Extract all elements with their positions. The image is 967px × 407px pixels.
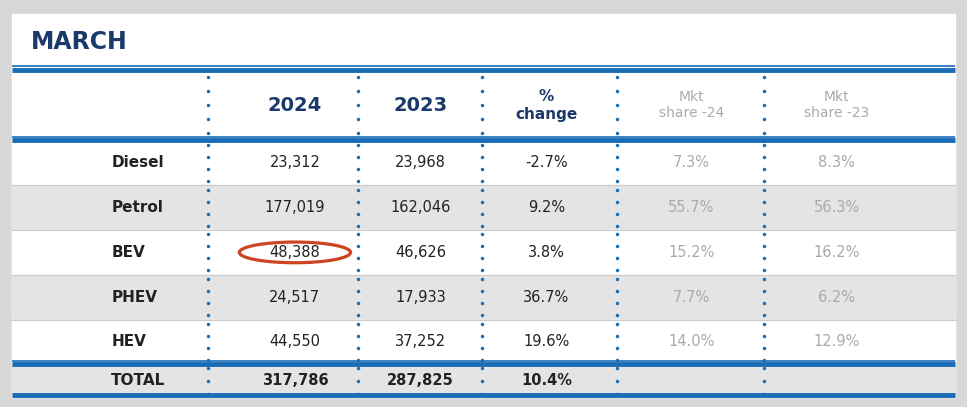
Text: 287,825: 287,825 <box>387 373 454 388</box>
Text: 14.0%: 14.0% <box>668 335 715 350</box>
Text: 177,019: 177,019 <box>265 200 325 215</box>
Text: 317,786: 317,786 <box>262 373 328 388</box>
Text: 44,550: 44,550 <box>270 335 320 350</box>
Text: BEV: BEV <box>111 245 145 260</box>
Text: Diesel: Diesel <box>111 155 163 171</box>
Text: Mkt
share -24: Mkt share -24 <box>659 90 724 120</box>
Bar <box>12 364 955 397</box>
Bar <box>12 230 955 275</box>
Text: 9.2%: 9.2% <box>528 200 565 215</box>
Text: -2.7%: -2.7% <box>525 155 568 171</box>
Text: 48,388: 48,388 <box>270 245 320 260</box>
Text: PHEV: PHEV <box>111 290 158 305</box>
Text: 6.2%: 6.2% <box>818 290 855 305</box>
Bar <box>12 140 955 185</box>
Text: TOTAL: TOTAL <box>111 373 165 388</box>
Text: MARCH: MARCH <box>31 30 128 54</box>
Text: 37,252: 37,252 <box>396 335 446 350</box>
Text: 162,046: 162,046 <box>391 200 451 215</box>
Text: 16.2%: 16.2% <box>813 245 860 260</box>
Bar <box>12 275 955 319</box>
Text: 24,517: 24,517 <box>270 290 320 305</box>
Text: 46,626: 46,626 <box>396 245 446 260</box>
Text: 15.2%: 15.2% <box>668 245 715 260</box>
Text: 2023: 2023 <box>394 96 448 115</box>
Text: 55.7%: 55.7% <box>668 200 715 215</box>
Text: 8.3%: 8.3% <box>818 155 855 171</box>
Bar <box>12 319 955 364</box>
Text: 23,312: 23,312 <box>270 155 320 171</box>
Text: HEV: HEV <box>111 335 146 350</box>
Text: Mkt
share -23: Mkt share -23 <box>804 90 869 120</box>
Text: 2024: 2024 <box>268 96 322 115</box>
Text: 17,933: 17,933 <box>396 290 446 305</box>
Text: 10.4%: 10.4% <box>521 373 571 388</box>
Text: 56.3%: 56.3% <box>813 200 860 215</box>
Text: %
change: % change <box>515 89 577 122</box>
Text: 12.9%: 12.9% <box>813 335 860 350</box>
Text: Petrol: Petrol <box>111 200 163 215</box>
Bar <box>12 185 955 230</box>
Text: 7.7%: 7.7% <box>673 290 710 305</box>
Text: 36.7%: 36.7% <box>523 290 570 305</box>
Text: 3.8%: 3.8% <box>528 245 565 260</box>
Text: 19.6%: 19.6% <box>523 335 570 350</box>
Text: 7.3%: 7.3% <box>673 155 710 171</box>
Text: 23,968: 23,968 <box>396 155 446 171</box>
